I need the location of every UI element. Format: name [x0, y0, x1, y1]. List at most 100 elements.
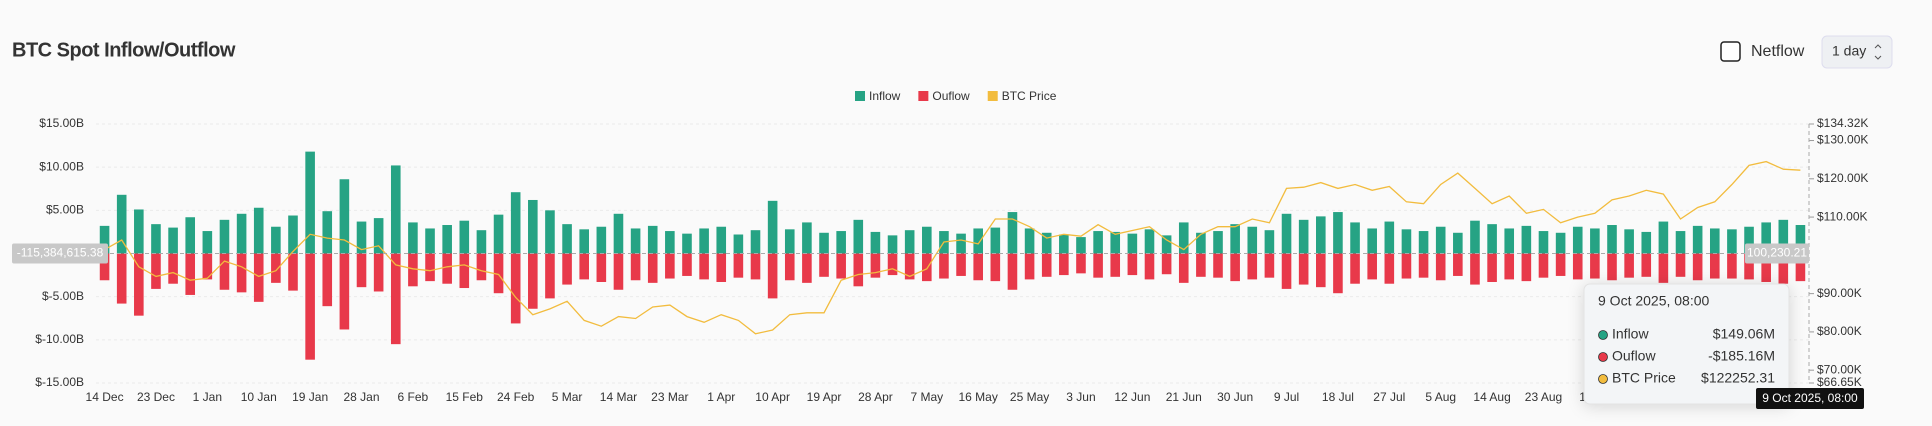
bar — [1778, 253, 1789, 284]
bar — [1487, 253, 1497, 282]
x-tick-label: 27 Jul — [1373, 390, 1405, 404]
crosshair-x-bg — [1756, 388, 1864, 409]
bar — [922, 226, 932, 254]
bar — [1264, 230, 1275, 254]
y2-tick-label: $70.00K — [1817, 362, 1862, 376]
bar — [545, 210, 555, 254]
bar — [1590, 253, 1600, 279]
bar — [579, 253, 590, 280]
bar — [973, 228, 983, 254]
bar — [288, 215, 298, 254]
bar — [1076, 237, 1086, 254]
bar — [733, 234, 744, 254]
y-tick-label: $-5.00B — [42, 289, 84, 303]
x-tick-label: 14 Dec — [86, 390, 124, 404]
bar — [151, 253, 161, 289]
bar — [1692, 225, 1703, 254]
bar — [1607, 253, 1617, 281]
crosshair-label-bg — [12, 243, 108, 264]
bar — [1350, 222, 1360, 254]
y2-tick-label: $130.00K — [1817, 133, 1868, 147]
bar — [1572, 253, 1583, 280]
interval-select[interactable] — [1821, 35, 1893, 69]
bar — [373, 218, 384, 254]
legend-label: BTC Price — [1002, 89, 1057, 103]
bar — [476, 230, 487, 254]
bar — [1281, 213, 1292, 254]
x-tick-label: 28 Apr — [858, 390, 893, 404]
bar — [819, 253, 829, 277]
bar — [853, 253, 864, 287]
bar — [767, 200, 778, 254]
bar — [99, 253, 110, 281]
x-tick-label: 3 Jun — [1066, 390, 1095, 404]
x-tick-label: 19 Jan — [292, 390, 328, 404]
bar — [1076, 253, 1086, 274]
y2-tick-label: $120.00K — [1817, 171, 1868, 185]
bar — [476, 253, 487, 281]
bar — [1658, 253, 1669, 283]
bar — [425, 253, 435, 282]
x-tick-label: 16 May — [959, 390, 998, 404]
bar — [425, 228, 435, 254]
bar — [1333, 253, 1343, 294]
bar — [493, 214, 504, 254]
bar — [1110, 231, 1121, 254]
bar — [1418, 231, 1429, 254]
bar — [99, 225, 110, 254]
bar — [1521, 253, 1532, 282]
bar — [1196, 253, 1206, 277]
netflow-checkbox[interactable] — [1720, 41, 1741, 62]
legend-label: Inflow — [869, 89, 901, 103]
bar — [1709, 253, 1720, 279]
y-tick-label: $-10.00B — [35, 332, 84, 346]
select-arrow — [1874, 44, 1882, 60]
bar — [151, 224, 161, 254]
bar — [767, 253, 778, 299]
bar — [442, 225, 452, 254]
bar — [1093, 231, 1103, 254]
bar — [459, 253, 470, 289]
bar — [168, 253, 178, 284]
bar — [1727, 253, 1737, 279]
crosshair-y2-label: 100,230.21 — [1747, 246, 1807, 260]
bar — [185, 217, 196, 254]
bar — [1521, 225, 1532, 254]
bar — [322, 211, 333, 254]
bar — [1024, 253, 1035, 280]
bar — [408, 253, 418, 287]
bar — [1624, 253, 1634, 278]
bar — [116, 253, 127, 304]
bar — [1607, 225, 1617, 254]
bar — [493, 253, 504, 294]
netflow-label[interactable]: Netflow — [1751, 43, 1805, 60]
bar — [1178, 222, 1189, 254]
bar — [1247, 226, 1258, 254]
bar — [596, 226, 607, 254]
bar — [630, 228, 641, 254]
bar — [116, 194, 127, 254]
bar — [1709, 228, 1720, 254]
tooltip-value: $122252.31 — [1701, 370, 1775, 386]
bar — [956, 253, 966, 276]
bar — [271, 226, 281, 254]
x-tick-label: 12 Jun — [1114, 390, 1150, 404]
interval-label[interactable]: 1 day — [1832, 43, 1866, 59]
bar — [682, 233, 692, 254]
bar — [1367, 228, 1377, 254]
bar — [305, 253, 315, 360]
bar — [1401, 253, 1412, 279]
bar — [750, 230, 761, 254]
bar — [1298, 253, 1309, 285]
tooltip-name: Inflow — [1612, 326, 1649, 342]
bar — [1350, 253, 1360, 284]
bar — [613, 213, 624, 254]
bar — [1727, 229, 1737, 254]
tooltip-value: -$185.16M — [1708, 348, 1775, 364]
legend-swatch — [987, 91, 998, 101]
bar — [134, 209, 144, 254]
bar — [819, 232, 829, 254]
bar — [1127, 233, 1138, 254]
bar — [904, 230, 915, 254]
bar — [1555, 232, 1566, 254]
